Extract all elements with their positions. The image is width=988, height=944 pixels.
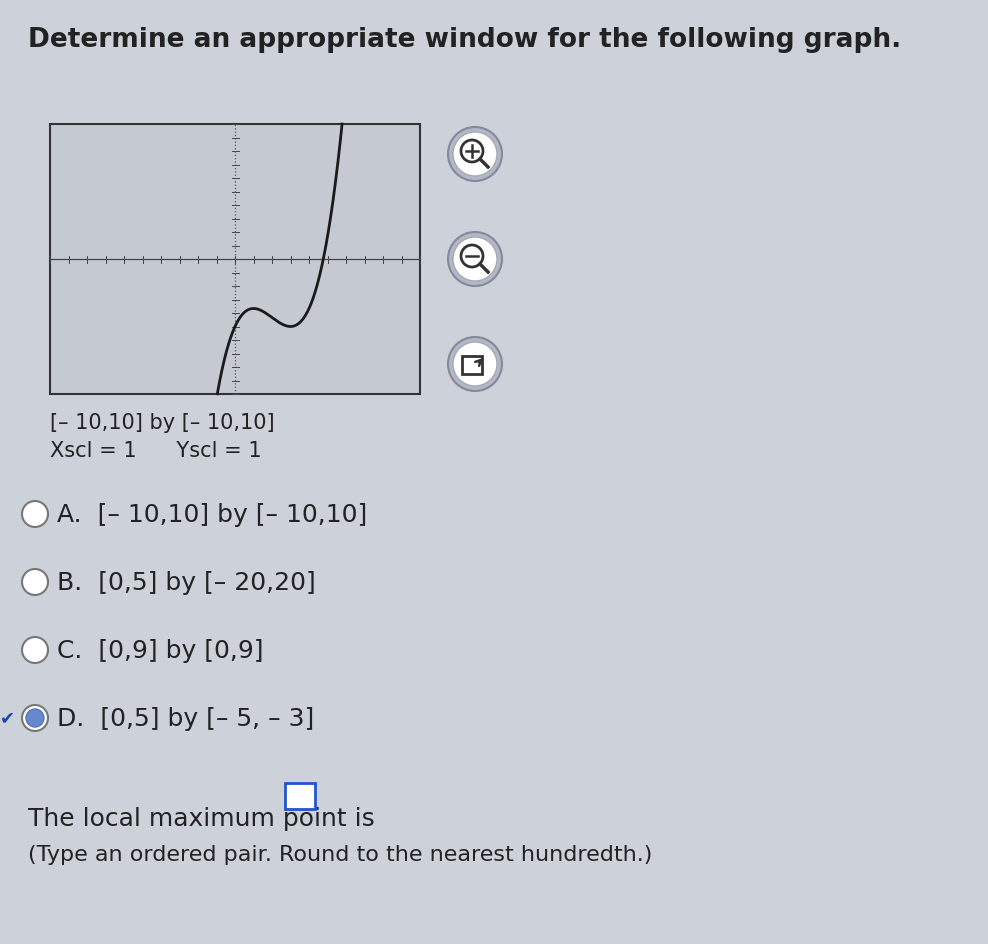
Bar [285, 784, 314, 809]
Text: [– 10,10] by [– 10,10]: [– 10,10] by [– 10,10] [50, 413, 275, 432]
Circle shape [22, 637, 48, 664]
Text: ✔: ✔ [0, 708, 15, 726]
Circle shape [22, 705, 48, 732]
Circle shape [448, 233, 502, 287]
Circle shape [448, 127, 502, 182]
Text: B.  [0,5] by [– 20,20]: B. [0,5] by [– 20,20] [57, 570, 316, 595]
Text: Xscl = 1      Yscl = 1: Xscl = 1 Yscl = 1 [50, 441, 262, 461]
Text: D.  [0,5] by [– 5, – 3]: D. [0,5] by [– 5, – 3] [57, 706, 314, 731]
Circle shape [453, 343, 497, 387]
Circle shape [26, 709, 44, 727]
Circle shape [22, 569, 48, 596]
Circle shape [22, 501, 48, 528]
Text: (Type an ordered pair. Round to the nearest hundredth.): (Type an ordered pair. Round to the near… [28, 844, 652, 864]
Circle shape [453, 133, 497, 177]
Circle shape [448, 338, 502, 392]
Bar [50, 125, 420, 395]
Text: C.  [0,9] by [0,9]: C. [0,9] by [0,9] [57, 638, 264, 663]
Text: A.  [– 10,10] by [– 10,10]: A. [– 10,10] by [– 10,10] [57, 502, 368, 527]
Text: The local maximum point is: The local maximum point is [28, 806, 382, 830]
Circle shape [453, 238, 497, 281]
Text: Determine an appropriate window for the following graph.: Determine an appropriate window for the … [28, 27, 901, 53]
